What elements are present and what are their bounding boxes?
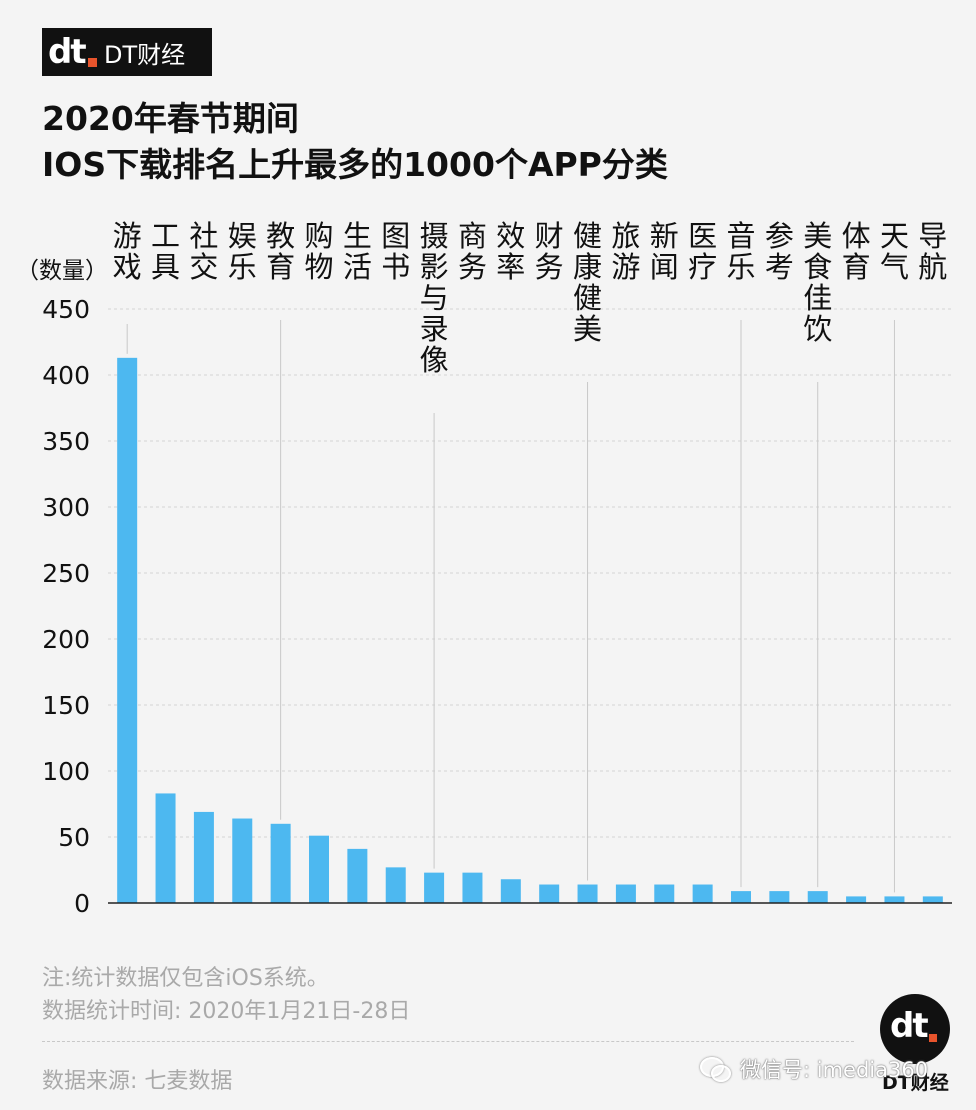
category-label: 天气 [880, 219, 909, 284]
bar-新闻 [654, 884, 675, 903]
category-label: 参考 [765, 219, 794, 284]
y-tick-label: 250 [42, 559, 90, 588]
bar-财务 [539, 884, 560, 903]
y-tick-label: 200 [42, 625, 90, 654]
bar-社交 [193, 811, 214, 903]
category-label: 游戏 [113, 219, 142, 284]
bar-娱乐 [232, 818, 253, 903]
brand-logo-text: dt [48, 32, 87, 72]
logo-dot [88, 58, 97, 67]
footnote-scope: 注:统计数据仅包含iOS系统。 [42, 966, 329, 991]
y-tick-label: 50 [58, 823, 90, 852]
category-label: 旅游 [611, 219, 640, 284]
data-source: 数据来源: 七麦数据 [42, 1069, 233, 1094]
category-label: 健康健美 [573, 219, 602, 346]
category-label: 生活 [343, 219, 372, 284]
bar-天气 [884, 896, 905, 903]
category-label: 新闻 [650, 219, 679, 284]
y-tick-label: 350 [42, 427, 90, 456]
dt-logo-icon: dt [48, 28, 100, 76]
bar-美食佳饮 [807, 891, 828, 903]
category-label: 效率 [496, 219, 525, 284]
bar-教育 [270, 823, 291, 903]
bar-旅游 [615, 884, 636, 903]
y-tick-label: 400 [42, 361, 90, 390]
category-label: 摄影与录像 [420, 219, 449, 377]
wechat-watermark: 微信号: imedia360 [700, 1054, 928, 1084]
chart-title: 2020年春节期间 IOS下载排名上升最多的1000个APP分类 [42, 96, 668, 188]
corner-logo-text: dt [890, 1006, 929, 1046]
footer-divider [42, 1041, 854, 1042]
bar-体育 [846, 896, 867, 903]
category-label: 商务 [458, 219, 487, 284]
watermark-text: 微信号: imedia360 [740, 1058, 929, 1082]
bar-游戏 [117, 357, 138, 904]
title-line-1: 2020年春节期间 [42, 99, 299, 138]
bar-效率 [500, 879, 521, 903]
bar-图书 [385, 867, 406, 903]
brand-name: DT财经 [104, 40, 186, 69]
bar-导航 [922, 896, 943, 903]
corner-brand-name: DT财经 [882, 1072, 949, 1094]
y-tick-label: 300 [42, 493, 90, 522]
bar-购物 [309, 835, 329, 903]
corner-logo-dot [929, 1034, 937, 1042]
wechat-icon [700, 1057, 731, 1082]
footnote-period: 数据统计时间: 2020年1月21日-28日 [42, 999, 411, 1024]
category-label: 购物 [304, 219, 333, 284]
y-axis-label: （数量） [16, 258, 108, 284]
y-tick-label: 100 [42, 757, 90, 786]
bar-工具 [155, 793, 176, 903]
category-label: 工具 [151, 219, 180, 284]
brand-badge: dt DT财经 [42, 28, 212, 76]
y-tick-label: 450 [42, 295, 90, 324]
y-tick-label: 0 [74, 889, 90, 918]
corner-dt-logo-icon: dt [880, 994, 950, 1064]
category-label: 社交 [189, 219, 218, 284]
category-label: 图书 [381, 219, 410, 284]
bar-医疗 [692, 884, 713, 903]
y-tick-label: 150 [42, 691, 90, 720]
bar-生活 [347, 848, 368, 903]
category-label: 音乐 [726, 219, 755, 284]
bar-商务 [462, 872, 483, 903]
category-label: 美食佳饮 [803, 219, 832, 346]
bar-音乐 [731, 891, 751, 903]
bar-健康健美 [577, 884, 598, 903]
category-label: 导航 [918, 219, 947, 284]
category-label: 娱乐 [228, 219, 257, 284]
bar-摄影与录像 [424, 872, 445, 903]
category-label: 教育 [266, 219, 295, 284]
title-line-2: IOS下载排名上升最多的1000个APP分类 [42, 145, 668, 184]
category-label: 医疗 [688, 219, 717, 284]
category-label: 财务 [535, 219, 564, 284]
category-label: 体育 [842, 219, 871, 284]
bar-参考 [769, 891, 790, 903]
